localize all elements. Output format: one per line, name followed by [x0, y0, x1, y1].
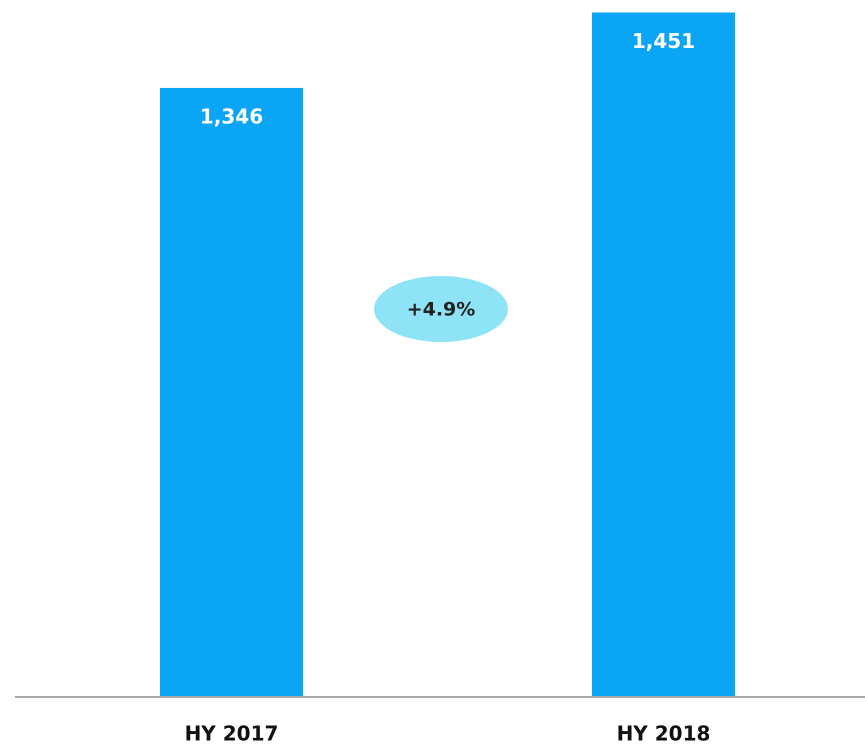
- bar: [160, 87, 303, 696]
- value-label: 1,451: [632, 29, 695, 53]
- annotation: +4.9%: [407, 299, 476, 321]
- annotation-bubble: [374, 276, 508, 342]
- bar: [592, 12, 735, 696]
- value-label: 1,346: [200, 104, 263, 128]
- x-tick-label: HY 2018: [617, 722, 711, 744]
- x-tick-label: HY 2017: [185, 722, 279, 744]
